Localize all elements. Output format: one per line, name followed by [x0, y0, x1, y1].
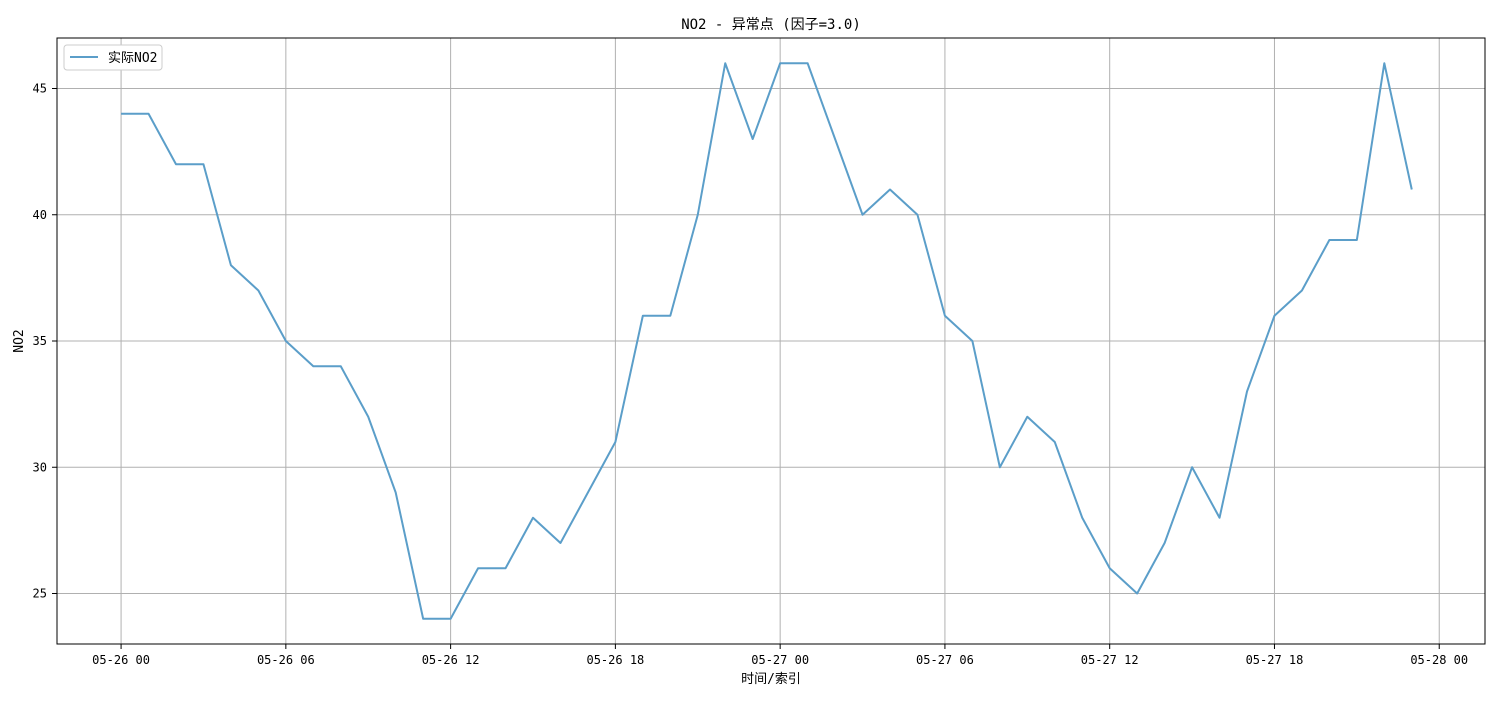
y-tick-label: 25	[33, 587, 47, 601]
x-tick-label: 05-26 06	[257, 653, 315, 667]
y-axis-label: NO2	[12, 329, 27, 352]
x-tick-label: 05-27 00	[751, 653, 809, 667]
chart-title: NO2 - 异常点 (因子=3.0)	[681, 17, 861, 33]
x-tick-label: 05-27 12	[1081, 653, 1139, 667]
y-tick-label: 30	[33, 460, 47, 474]
x-tick-label: 05-28 00	[1410, 653, 1468, 667]
y-tick-label: 40	[33, 208, 47, 222]
x-tick-label: 05-27 18	[1246, 653, 1304, 667]
x-tick-label: 05-26 12	[422, 653, 480, 667]
y-axis-ticks: 25 30 35 40 45	[33, 82, 57, 601]
y-tick-label: 45	[33, 82, 47, 96]
x-tick-label: 05-26 18	[586, 653, 644, 667]
x-tick-label: 05-26 00	[92, 653, 150, 667]
x-tick-label: 05-27 06	[916, 653, 974, 667]
x-axis-ticks: 05-26 00 05-26 06 05-26 12 05-26 18 05-27 00…	[92, 644, 1468, 667]
legend-label: 实际NO2	[108, 51, 157, 66]
y-tick-label: 35	[33, 334, 47, 348]
legend: 实际NO2	[64, 45, 162, 70]
x-axis-label: 时间/索引	[741, 672, 801, 687]
